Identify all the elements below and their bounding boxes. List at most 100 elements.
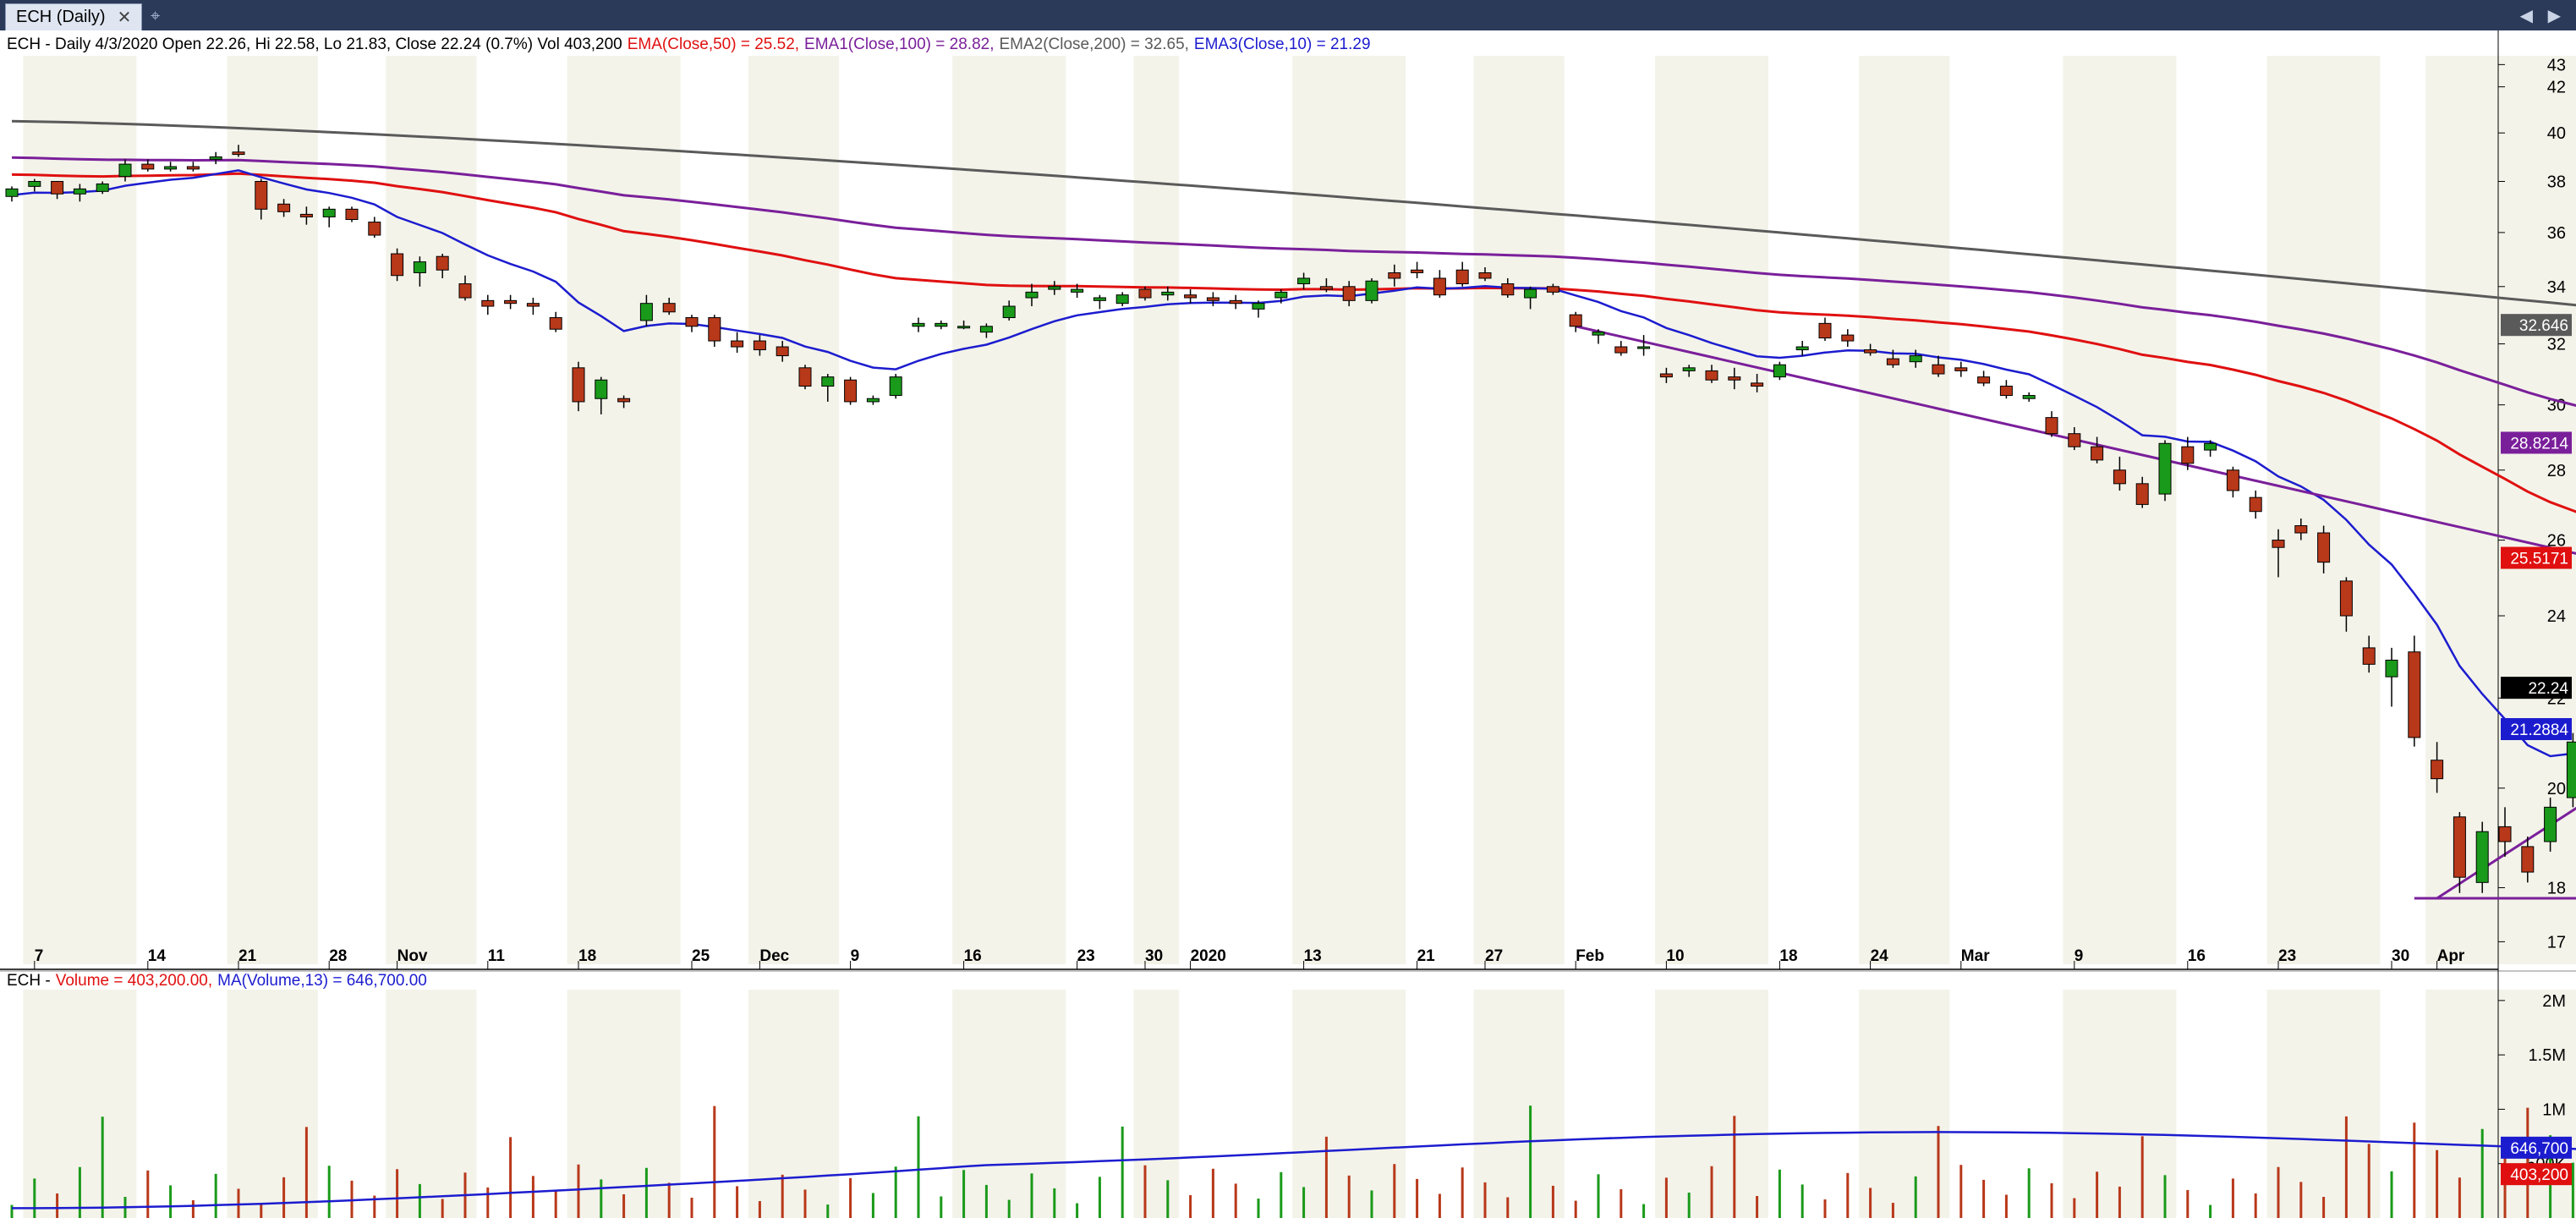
- candle-body: [1138, 288, 1152, 299]
- candle-body: [2317, 532, 2331, 563]
- candle-body: [1728, 376, 1741, 381]
- candle-body: [2453, 816, 2466, 878]
- candle-body: [1659, 373, 1673, 378]
- ema200-line: [11, 119, 2576, 307]
- chart-tab[interactable]: ECH (Daily) ✕: [5, 3, 143, 30]
- ema50-line: [11, 172, 2576, 513]
- candle-body: [413, 261, 426, 273]
- volume-bars: [10, 1106, 2576, 1218]
- date-label: 2020: [1191, 947, 1226, 965]
- candle-body: [1501, 283, 1515, 296]
- week-band: [1655, 56, 1768, 964]
- volume-header-value: Volume = 403,200.00,: [56, 972, 212, 990]
- week-band: [23, 56, 137, 964]
- candle-body: [708, 317, 721, 342]
- week-band: [2266, 56, 2381, 964]
- candle-body: [844, 379, 858, 403]
- candle-body: [2249, 497, 2262, 513]
- candle-body: [1229, 299, 1242, 304]
- volume-badge-box: [2501, 1163, 2572, 1186]
- date-label: 21: [238, 947, 257, 965]
- week-band: [748, 990, 840, 1218]
- axis-value-badges: 32.646 28.8214 25.5171 22.24 21.2884 646,700 4…: [2501, 314, 2572, 1186]
- date-label: 30: [2392, 947, 2409, 965]
- price-tick-label: 24: [2547, 607, 2566, 626]
- volume-tick-label: 1.5M: [2529, 1046, 2566, 1065]
- price-tick-label: 28: [2547, 462, 2566, 480]
- candle-body: [2022, 395, 2036, 399]
- ema200-header: EMA2(Close,200) = 32.65,: [999, 36, 1188, 53]
- candle-body: [1932, 364, 1945, 375]
- price-tick-label: 36: [2547, 224, 2566, 243]
- close-tab-icon[interactable]: ✕: [117, 8, 132, 27]
- week-band: [1133, 990, 1180, 1218]
- week-band: [1292, 56, 1406, 964]
- date-axis: 7 14 21 28 Nov 11 18 25 Dec 9 16 23 30 2020 13 21 27 Feb 1…: [34, 947, 2465, 969]
- chart-canvas[interactable]: 7 14 21 28 Nov 11 18 25 Dec 9 16 23 30 2020 13 21 27 Feb 1…: [0, 30, 2576, 1218]
- candle-body: [1433, 277, 1446, 296]
- candle-body: [1954, 367, 1968, 371]
- candle-body: [299, 213, 313, 217]
- candle-body: [458, 283, 472, 299]
- navigation-arrows-icon[interactable]: ◀ ▶: [2519, 7, 2566, 25]
- price-tick-label: 26: [2547, 532, 2566, 551]
- pin-icon[interactable]: ⌖: [151, 7, 161, 25]
- volume-header: ECH - Volume = 403,200.00, MA(Volume,13) =…: [7, 972, 427, 990]
- ema100-line: [11, 156, 2576, 407]
- candle-body: [481, 299, 495, 307]
- ema200-badge: 32.646: [2501, 314, 2572, 337]
- candle-body: [685, 317, 699, 327]
- candle-body: [549, 317, 562, 330]
- candle-body: [1751, 382, 1764, 387]
- ema100-badge: 28.8214: [2501, 431, 2572, 454]
- price-header-main: ECH - Daily 4/3/2020 Open 22.26, Hi 22.5…: [7, 36, 622, 53]
- candle-body: [96, 183, 109, 192]
- candle-body: [2339, 580, 2353, 617]
- date-label: 10: [1666, 947, 1684, 965]
- date-label: 30: [1145, 947, 1163, 965]
- candle-body: [957, 326, 971, 329]
- candle-body: [639, 303, 653, 321]
- ema10-badge-text: 21.2884: [2510, 721, 2568, 739]
- candle-body: [1274, 291, 1288, 299]
- week-band: [1859, 990, 1950, 1218]
- candle-body: [2226, 469, 2239, 491]
- candle-body: [2158, 442, 2172, 495]
- candle-body: [934, 322, 948, 327]
- candle-body: [1795, 346, 1809, 351]
- candle-body: [2045, 417, 2058, 435]
- date-label: 9: [851, 947, 860, 965]
- date-label: 16: [964, 947, 982, 965]
- date-label: 23: [2278, 947, 2296, 965]
- ema10-header: EMA3(Close,10) = 21.29: [1194, 36, 1371, 53]
- date-label: 11: [488, 947, 506, 965]
- candle-body: [595, 379, 608, 399]
- candle-body: [28, 180, 41, 187]
- price-tick-label: 43: [2547, 56, 2566, 74]
- candle-body: [73, 188, 86, 195]
- week-band: [386, 56, 477, 964]
- date-label: 13: [1304, 947, 1322, 965]
- close-badge-box: [2501, 677, 2572, 700]
- candle-body: [504, 299, 518, 304]
- candle-body: [1184, 294, 1198, 299]
- ema50-badge: 25.5171: [2501, 546, 2572, 569]
- candle-body: [1365, 280, 1378, 301]
- trendlines: [1575, 325, 2576, 900]
- date-label: 27: [1485, 947, 1503, 965]
- volume-pane-background: [23, 990, 2576, 1218]
- candle-body: [255, 180, 268, 210]
- candle-body: [1002, 305, 1016, 319]
- date-label: Apr: [2437, 947, 2465, 965]
- price-header: ECH - Daily 4/3/2020 Open 22.26, Hi 22.5…: [7, 36, 1371, 53]
- candle-body: [436, 255, 449, 271]
- candle-body: [1115, 294, 1129, 304]
- candle-body: [1818, 322, 1832, 339]
- date-label: Dec: [759, 947, 789, 965]
- price-tick-label: 34: [2547, 278, 2566, 297]
- candle-body: [1999, 386, 2013, 397]
- candle-body: [1388, 272, 1401, 279]
- date-label: 18: [578, 947, 596, 965]
- candle-body: [1297, 277, 1311, 285]
- ema50-badge-box: [2501, 546, 2572, 569]
